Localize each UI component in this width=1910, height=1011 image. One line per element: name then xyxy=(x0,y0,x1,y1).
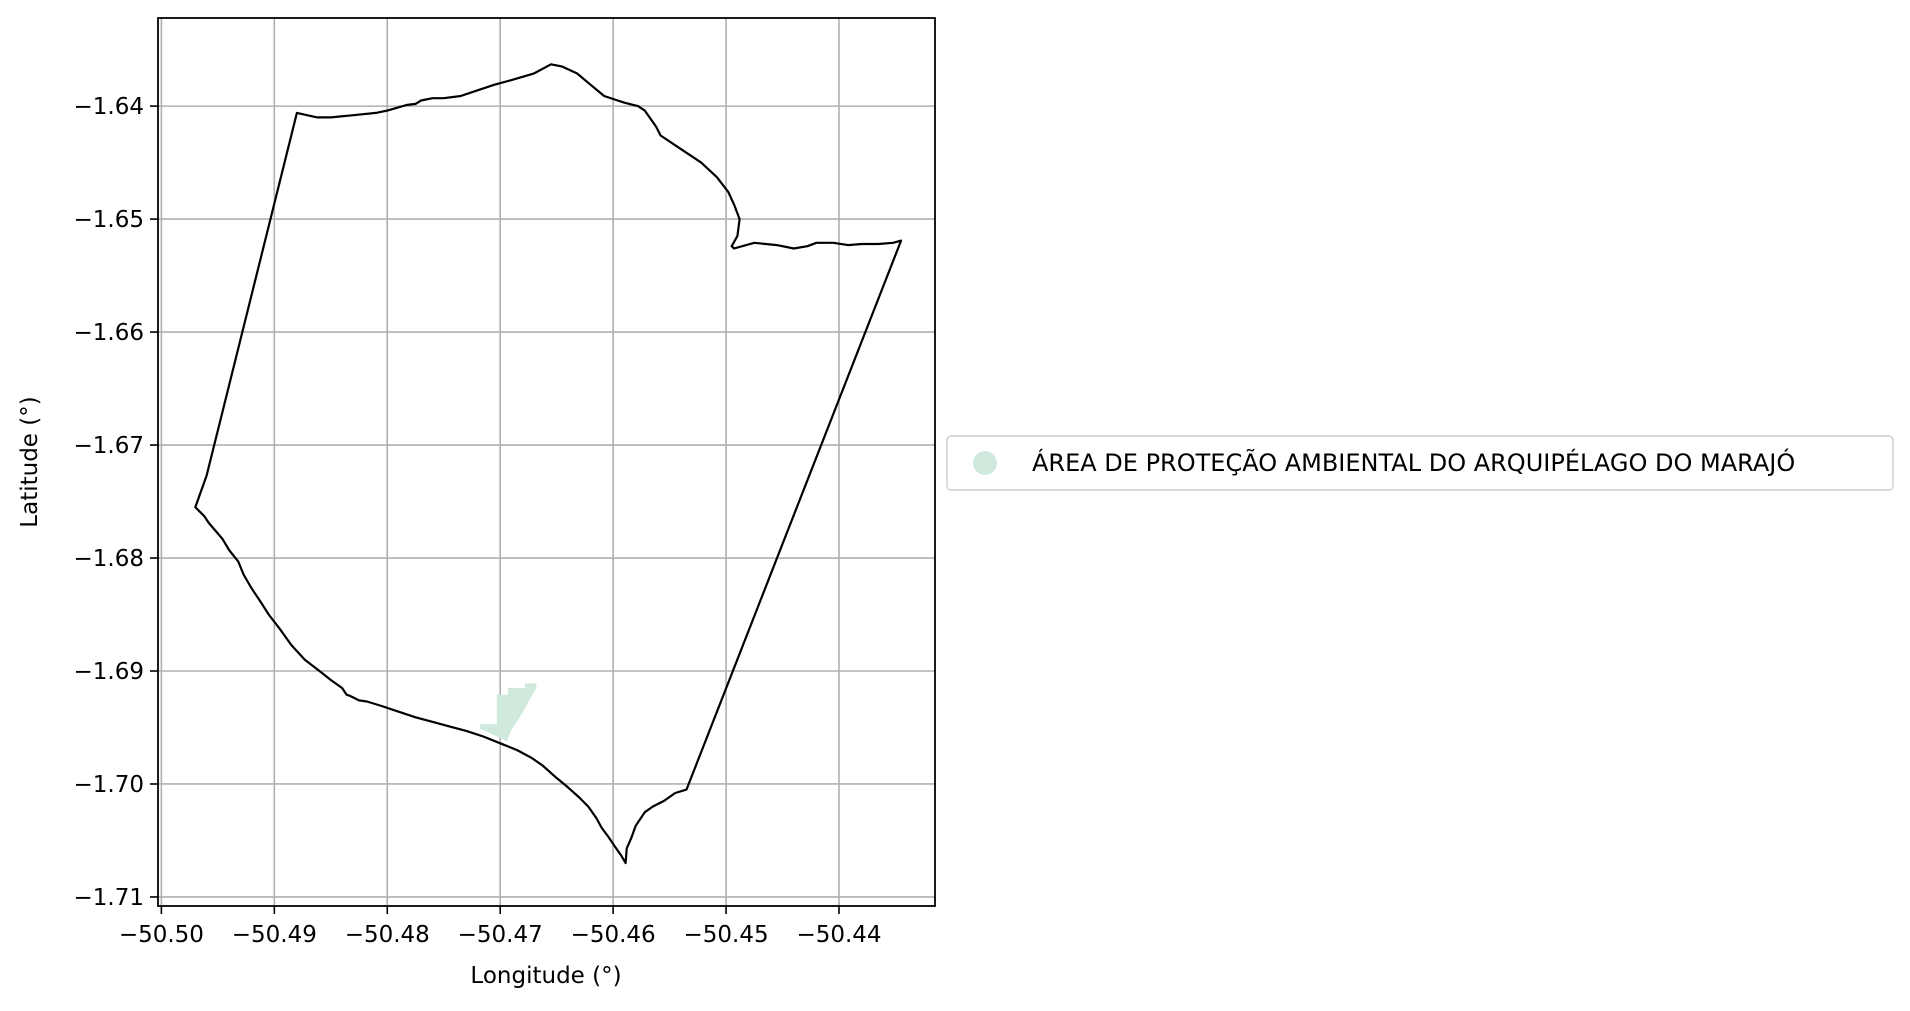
plot-frame xyxy=(157,17,936,907)
legend: ÁREA DE PROTEÇÃO AMBIENTAL DO ARQUIPÉLAG… xyxy=(946,435,1894,491)
x-tick-label: −50.47 xyxy=(458,922,543,948)
x-tick-label: −50.49 xyxy=(232,922,317,948)
y-tick-label: −1.65 xyxy=(74,207,144,233)
map-shapes xyxy=(194,63,903,865)
x-tick-label: −50.44 xyxy=(796,922,881,948)
y-tick-label: −1.67 xyxy=(74,433,144,459)
x-tick-label: −50.50 xyxy=(119,922,204,948)
y-tick-label: −1.66 xyxy=(74,320,144,346)
protected-area-polygon xyxy=(479,683,537,742)
axis-ticks: −50.50 −50.49 −50.48 −50.47 −50.46 −50.45 −50.… xyxy=(74,94,882,948)
x-tick-label: −50.45 xyxy=(684,922,769,948)
legend-label: ÁREA DE PROTEÇÃO AMBIENTAL DO ARQUIPÉLAG… xyxy=(1032,447,1795,477)
y-axis-label: Latitude (°) xyxy=(17,396,43,527)
legend-box xyxy=(946,435,1894,491)
grid xyxy=(158,18,935,906)
x-tick-label: −50.46 xyxy=(571,922,656,948)
x-tick-label: −50.48 xyxy=(345,922,430,948)
x-axis-label: Longitude (°) xyxy=(470,963,621,989)
y-tick-label: −1.71 xyxy=(74,885,144,911)
y-tick-label: −1.68 xyxy=(74,546,144,572)
legend-marker xyxy=(973,451,997,475)
y-tick-label: −1.70 xyxy=(74,772,144,798)
y-tick-label: −1.69 xyxy=(74,659,144,685)
y-tick-label: −1.64 xyxy=(74,94,144,120)
boundary-outline xyxy=(194,63,903,865)
